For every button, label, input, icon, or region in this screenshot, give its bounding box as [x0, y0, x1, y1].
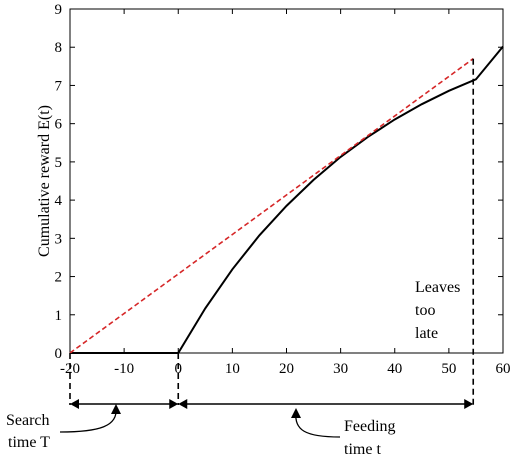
- x-tick-label-7: 50: [441, 361, 456, 377]
- feeding-time-line-1: Feeding: [344, 418, 396, 435]
- y-tick-label-9: 9: [55, 2, 63, 18]
- y-tick-label-6: 6: [55, 117, 63, 133]
- feeding-time-arrow-head-left: [178, 399, 188, 409]
- markers: [69, 58, 475, 409]
- y-tick-label-5: 5: [55, 155, 63, 171]
- feeding-time-arrow-head-right: [464, 399, 474, 409]
- feeding-time-curved-arrow: [295, 411, 341, 438]
- series: [69, 45, 504, 354]
- y-tick-label-1: 1: [55, 308, 63, 324]
- feeding-time-arrowhead: [291, 408, 301, 418]
- leaves-too-late-annotation: Leaves too late: [415, 279, 460, 342]
- annotation-line-3: late: [415, 325, 438, 342]
- x-tick-label-4: 20: [279, 361, 294, 377]
- ticks: -20-1001020304050600123456789: [55, 2, 511, 377]
- search-time-arrow-head-left: [70, 399, 79, 409]
- x-tick-label-8: 60: [496, 361, 511, 377]
- search-time-line-1: Search: [6, 412, 50, 429]
- plot-frame: [69, 8, 504, 354]
- x-tick-label-1: -10: [114, 361, 134, 377]
- feeding-time-annotation: Feeding time t: [291, 408, 396, 458]
- x-tick-label-3: 10: [225, 361, 240, 377]
- y-tick-label-0: 0: [55, 346, 63, 362]
- search-time-arrowhead: [111, 404, 121, 414]
- reward-curve: [70, 45, 504, 354]
- annotation-line-1: Leaves: [415, 279, 460, 296]
- y-tick-label-2: 2: [55, 270, 63, 286]
- x-tick-label-6: 40: [387, 361, 402, 377]
- x-tick-label-5: 30: [333, 361, 348, 377]
- search-time-line-2: time T: [8, 434, 50, 451]
- y-tick-label-3: 3: [55, 231, 63, 247]
- search-time-curved-arrow: [59, 407, 117, 433]
- y-tick-label-8: 8: [55, 40, 63, 56]
- annotation-line-2: too: [415, 302, 435, 319]
- search-time-annotation: Search time T: [6, 404, 121, 451]
- tangent-line: [69, 58, 474, 354]
- y-tick-label-7: 7: [55, 78, 63, 94]
- feeding-time-line-2: time t: [344, 441, 381, 458]
- y-tick-label-4: 4: [55, 193, 63, 209]
- search-time-arrow-head-right: [169, 399, 179, 409]
- y-axis-label: Cumulative reward E(t): [36, 105, 53, 257]
